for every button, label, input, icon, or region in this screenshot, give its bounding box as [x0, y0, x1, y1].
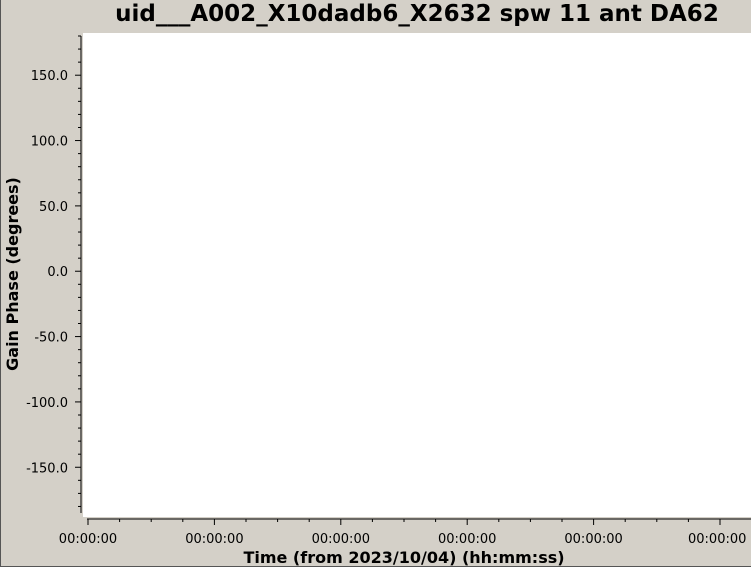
- y-axis-label: Gain Phase (degrees): [3, 177, 22, 371]
- chart-title: uid___A002_X10dadb6_X2632 spw 11 ant DA6…: [115, 1, 719, 27]
- y-tick-label: 50.0: [39, 200, 68, 215]
- x-tick-label: 00:00:00: [688, 532, 746, 547]
- x-tick-label: 00:00:00: [185, 532, 243, 547]
- x-tick-label: 00:00:00: [59, 532, 117, 547]
- plot-area: [83, 33, 751, 517]
- x-tick-label: 00:00:00: [438, 532, 496, 547]
- y-axis-ticks: 150.0 100.0 50.0 0.0 -50.0 -100.0 -150.0: [26, 35, 81, 507]
- y-tick-label: -100.0: [26, 396, 68, 411]
- x-tick-label: 00:00:00: [564, 532, 622, 547]
- x-axis-ticks: 00:00:00 00:00:00 00:00:00 00:00:00 00:00:00…: [59, 519, 746, 547]
- y-tick-label: 0.0: [47, 265, 68, 280]
- y-tick-label: 100.0: [31, 135, 68, 150]
- y-tick-label: -50.0: [34, 331, 68, 346]
- x-tick-label: 00:00:00: [312, 532, 370, 547]
- y-tick-label: -150.0: [26, 461, 68, 476]
- x-axis-label: Time (from 2023/10/04) (hh:mm:ss): [243, 548, 564, 567]
- y-tick-label: 150.0: [31, 69, 68, 84]
